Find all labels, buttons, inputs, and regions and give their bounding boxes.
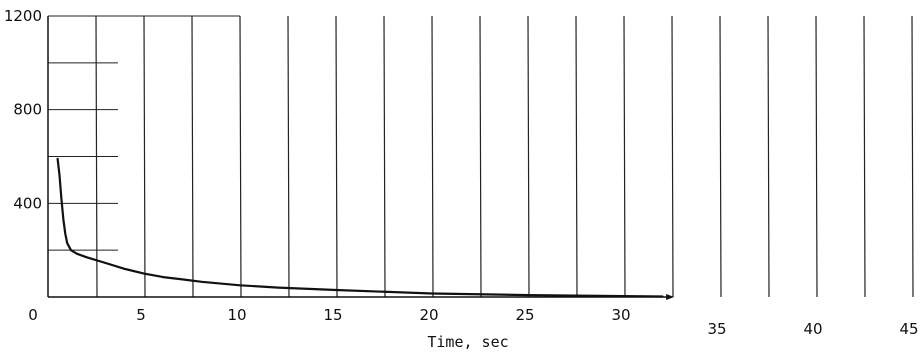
y-tick-label: 400 xyxy=(13,194,42,212)
y-tick-label: 800 xyxy=(13,101,42,119)
x-tick-label: 20 xyxy=(419,306,438,324)
vertical-grid-line xyxy=(911,15,914,298)
y-tick-label: 1200 xyxy=(4,7,42,25)
x-tick-label: 10 xyxy=(227,306,246,324)
vertical-grid-line xyxy=(479,15,482,298)
vertical-grid-line xyxy=(191,15,194,298)
x-tick-label: 35 xyxy=(707,320,726,338)
x-tick-label: 40 xyxy=(803,320,822,338)
vertical-grid-line xyxy=(143,15,146,298)
vertical-grid-line xyxy=(527,15,530,298)
vertical-grid-line xyxy=(383,15,386,298)
vertical-grid-line xyxy=(767,15,770,298)
vertical-grid-line xyxy=(431,15,434,298)
vertical-grid-line xyxy=(719,15,722,298)
vertical-grid-line xyxy=(623,15,626,298)
grid-lines xyxy=(48,15,914,298)
vertical-grid-line xyxy=(287,15,290,298)
vertical-grid-line xyxy=(863,15,866,298)
axes xyxy=(47,16,675,300)
x-tick-label: 30 xyxy=(611,306,630,324)
vertical-grid-line xyxy=(671,15,674,298)
series-line xyxy=(56,157,664,298)
x-axis-arrow-icon xyxy=(666,294,675,300)
x-tick-label: 45 xyxy=(899,320,918,338)
series-layer xyxy=(56,157,664,298)
x-tick-label: 0 xyxy=(28,306,38,324)
vertical-grid-line xyxy=(335,15,338,298)
tick-labels: 400 800 1200 0 5 10 15 20 25 30 35 40 45 xyxy=(4,7,919,338)
x-axis-label: Time, sec xyxy=(427,333,508,351)
x-tick-label: 25 xyxy=(515,306,534,324)
vertical-grid-line xyxy=(239,15,242,298)
x-tick-label: 5 xyxy=(136,306,146,324)
vertical-grid-line xyxy=(815,15,818,298)
x-tick-label: 15 xyxy=(323,306,342,324)
vertical-grid-line xyxy=(575,15,578,298)
